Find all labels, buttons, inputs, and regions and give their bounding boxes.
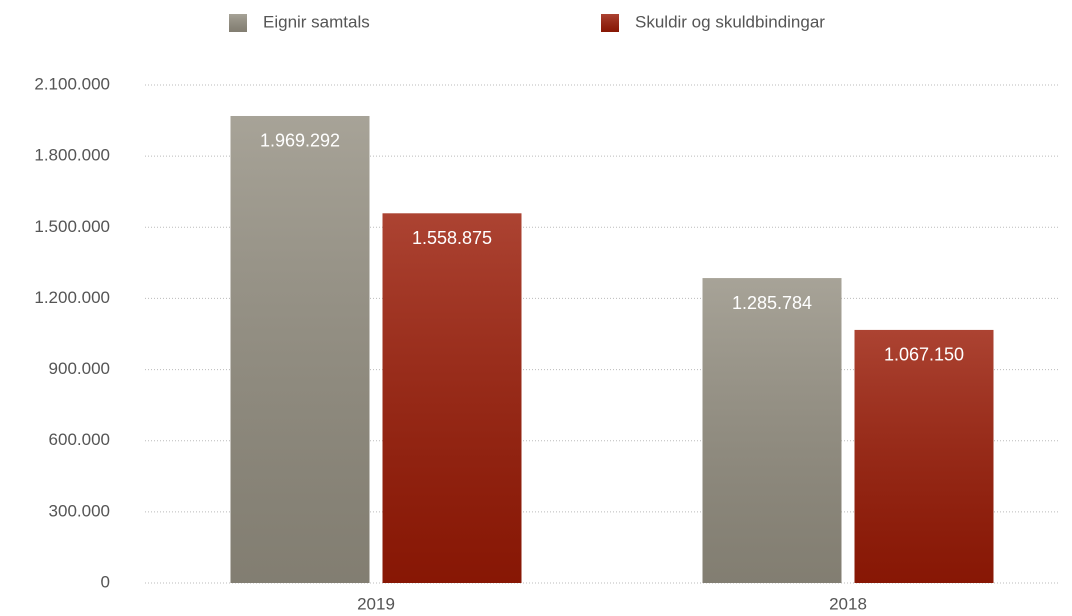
y-tick-label: 1.800.000 bbox=[34, 146, 110, 165]
bar-shade bbox=[382, 213, 522, 584]
data-label: 1.969.292 bbox=[260, 131, 340, 151]
y-tick-label: 2.100.000 bbox=[34, 74, 110, 93]
x-tick-label: 2018 bbox=[829, 594, 867, 613]
legend-label: Eignir samtals bbox=[263, 12, 370, 31]
data-label: 1.558.875 bbox=[412, 228, 492, 248]
legend-swatch-shade bbox=[601, 14, 619, 32]
legend-swatch-shade bbox=[229, 14, 247, 32]
data-label: 1.067.150 bbox=[884, 345, 964, 365]
bar-shade bbox=[702, 278, 842, 583]
x-tick-label: 2019 bbox=[357, 594, 395, 613]
y-tick-label: 300.000 bbox=[49, 501, 110, 520]
y-tick-label: 600.000 bbox=[49, 430, 110, 449]
legend-label: Skuldir og skuldbindingar bbox=[635, 12, 825, 31]
y-tick-label: 1.500.000 bbox=[34, 217, 110, 236]
y-tick-label: 900.000 bbox=[49, 359, 110, 378]
y-tick-label: 0 bbox=[101, 572, 110, 591]
y-tick-label: 1.200.000 bbox=[34, 288, 110, 307]
bar-shade bbox=[854, 329, 994, 583]
data-label: 1.285.784 bbox=[732, 293, 812, 313]
bar-shade bbox=[230, 115, 370, 584]
